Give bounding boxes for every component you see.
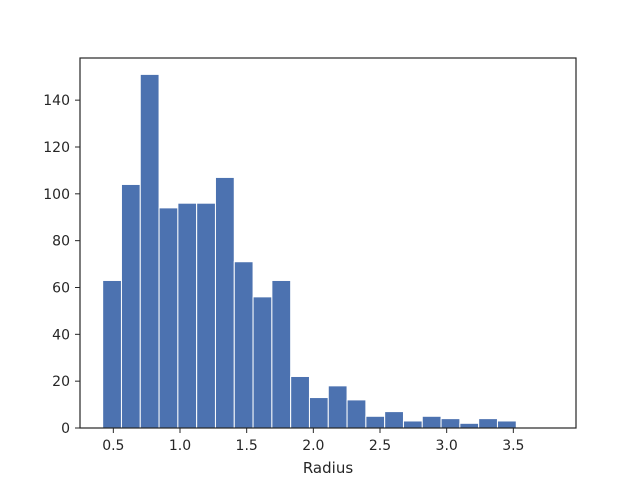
x-tick-label: 2.5 [369,438,391,454]
x-tick-label: 3.5 [502,438,524,454]
histogram-bar [308,397,329,429]
y-tick-label: 20 [52,374,70,390]
plot-frame [79,57,577,429]
histogram-bar [402,420,423,429]
y-tick-label: 80 [52,234,70,250]
x-tick-label: 1.5 [236,438,258,454]
histogram-bar [459,422,480,429]
histogram-bar [252,296,273,429]
histogram-bar [233,261,254,429]
histogram-bar [102,279,122,429]
histogram-bar [139,73,160,429]
histogram-bar [158,207,179,429]
bars [102,73,517,429]
histogram-bar [496,420,517,429]
histogram-bar [421,415,442,429]
x-tick-label: 0.5 [102,438,124,454]
x-tick-label: 1.0 [169,438,191,454]
x-tick-label: 3.0 [436,438,458,454]
histogram-bar [440,418,461,429]
y-tick-label: 120 [43,140,70,156]
histogram-bar [120,183,141,429]
y-tick-label: 100 [43,187,70,203]
histogram-bar [327,385,348,429]
x-axis-label: Radius [303,459,353,477]
histogram-bar [214,176,235,429]
histogram-bar [271,279,292,429]
histogram-bar [177,202,198,429]
histogram-bar [196,202,216,429]
y-tick-label: 140 [43,93,70,109]
histogram-bar [478,418,498,429]
histogram-bar [346,399,367,429]
y-tick-label: 60 [52,280,70,296]
x-tick-label: 2.0 [302,438,324,454]
histogram-bar [365,415,386,429]
y-axis-ticks: 0 20 40 60 80 100 120 140 [43,93,80,437]
histogram-bar [384,411,404,429]
x-axis-ticks: 0.5 1.0 1.5 2.0 2.5 3.0 3.5 [102,428,524,454]
histogram-bar [290,375,310,429]
y-tick-label: 0 [61,421,70,437]
y-tick-label: 40 [52,327,70,343]
